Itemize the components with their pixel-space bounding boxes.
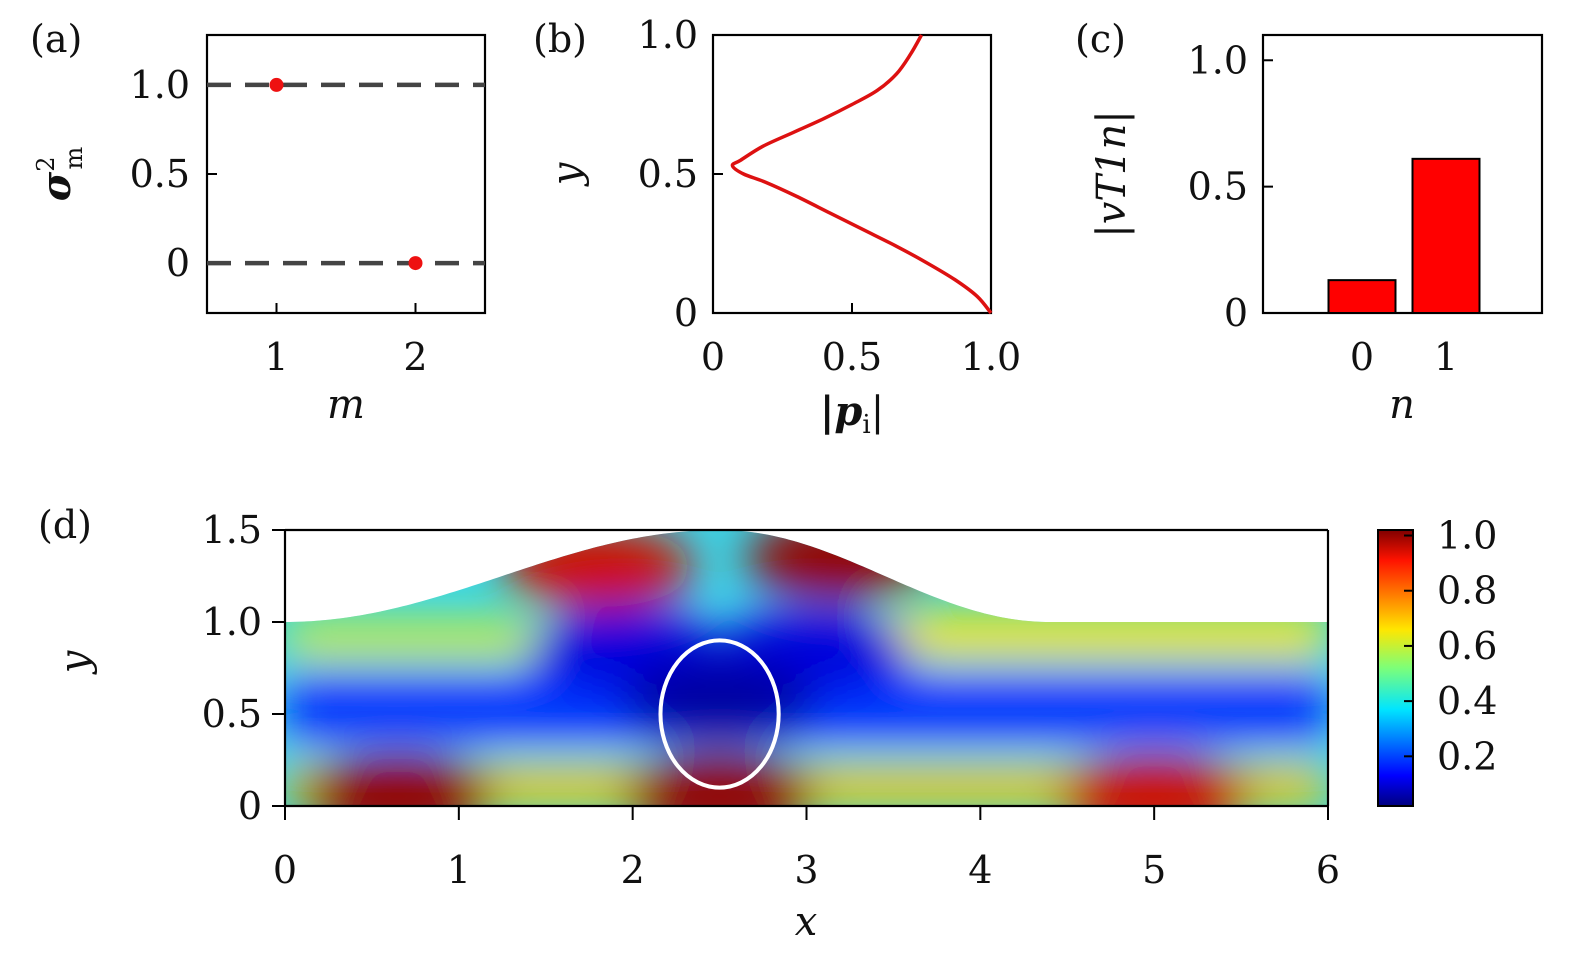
panel-b-marks	[730, 34, 993, 315]
panel-c-ylabel: |vT1n|	[1089, 110, 1135, 237]
colorbar-tick-label: 0.4	[1437, 679, 1497, 723]
panel-d: (d) 0 1 2 3 4 5 6 0 0.5 1.0 1.5 x y 0.2 0.4 0.6 0.8 1.…	[38, 503, 1497, 945]
colorbar-ticks: 0.2 0.4 0.6 0.8 1.0	[1404, 514, 1497, 778]
panel-d-field-hotspot	[623, 756, 816, 806]
panel-d-field-hotspot	[623, 658, 816, 740]
panel-c-ytick-label: 1.0	[1188, 38, 1248, 82]
panel-d-marks	[658, 638, 781, 790]
panel-b-xlabel-close: |	[871, 389, 884, 435]
panel-a-ylabel-symbol: σ	[33, 171, 80, 201]
panel-d-xtick-label: 2	[621, 848, 645, 892]
panel-a-ytick-label: 0	[166, 241, 190, 285]
panel-a: (a) 1 200.51.0 m σ2m	[30, 17, 487, 428]
panel-a-frame	[205, 33, 487, 315]
panel-b-ytick-label: 1.0	[638, 13, 698, 57]
panel-d-field	[285, 530, 1328, 806]
panel-b-xtick-label: 0	[701, 335, 725, 379]
panel-a-xlabel: m	[327, 382, 365, 428]
panel-c-frame	[1261, 33, 1544, 315]
panel-d-ticks: 0 1 2 3 4 5 6 0 0.5 1.0 1.5	[202, 508, 1341, 892]
panel-b: (b) 0 0.5 1.0 0 0.5 1.0 |pi| y	[533, 13, 1021, 440]
panel-c-ytick-label: 0	[1224, 291, 1248, 335]
panel-a-ytick-label: 1.0	[130, 63, 190, 107]
panel-c: (c) 0 0.5 1.0 0 1 n |vT1n|	[1075, 17, 1544, 428]
panel-d-xlabel: x	[795, 899, 818, 945]
panel-d-xtick-label: 4	[968, 848, 992, 892]
panel-a-point	[269, 77, 284, 92]
panel-a-point	[408, 256, 423, 271]
panel-b-ytick-label: 0.5	[638, 152, 698, 196]
panel-c-marks	[1327, 157, 1481, 314]
panel-d-field-hotspot	[502, 530, 694, 608]
panel-b-frame	[711, 33, 993, 315]
colorbar-tick-label: 0.6	[1437, 624, 1497, 668]
panel-c-bar	[1411, 157, 1481, 314]
panel-d-xtick-label: 5	[1142, 848, 1166, 892]
panel-d-field-hotspot	[1058, 756, 1250, 806]
colorbar	[1377, 529, 1414, 807]
panel-d-circle	[658, 638, 781, 790]
panel-b-series-line	[730, 34, 993, 315]
panel-a-ticks: 1 2 0 0.5 1.0	[130, 63, 428, 379]
panel-c-xlabel: n	[1389, 382, 1415, 428]
panel-d-ytick-label: 0.5	[202, 692, 262, 736]
colorbar-tick-label: 0.8	[1437, 569, 1497, 613]
panel-a-marks	[207, 77, 485, 271]
panel-a-ylabel: σ2m	[32, 146, 88, 201]
panel-b-xlabel: |pi|	[820, 388, 884, 440]
panel-d-field-hotspot	[302, 756, 494, 806]
panel-a-xtick-label: 2	[403, 335, 427, 379]
panel-c-xtick-label: 0	[1350, 335, 1374, 379]
panel-a-ylabel-sup: 2	[32, 156, 60, 171]
panel-d-field-blobs	[285, 530, 1328, 806]
panel-b-xlabel-sub: i	[862, 410, 870, 440]
panel-d-xtick-label: 1	[447, 848, 471, 892]
panel-b-ytick-label: 0	[674, 291, 698, 335]
panel-c-label: (c)	[1075, 17, 1126, 61]
panel-d-ylabel: y	[52, 649, 98, 675]
colorbar-tick-label: 1.0	[1437, 514, 1497, 558]
colorbar-tick-label: 0.2	[1437, 734, 1497, 778]
panel-b-label: (b)	[533, 17, 587, 61]
panel-c-ytick-label: 0.5	[1188, 165, 1248, 209]
panel-a-ylabel-sub: m	[60, 146, 88, 169]
panel-a-label: (a)	[30, 17, 82, 61]
panel-a-ytick-label: 0.5	[130, 152, 190, 196]
panel-c-ticks: 0 0.5 1.0 0 1	[1188, 38, 1459, 379]
panel-b-ylabel: y	[544, 161, 590, 187]
panel-d-xtick-label: 3	[794, 848, 818, 892]
panel-d-xtick-label: 0	[273, 848, 297, 892]
panel-b-ticks: 0 0.5 1.0 0 0.5 1.0	[638, 13, 1022, 379]
panel-b-xlabel-main: |p	[820, 388, 863, 435]
panel-d-label: (d)	[38, 503, 92, 547]
panel-d-ytick-label: 1.0	[202, 600, 262, 644]
panel-d-field-band-right	[880, 612, 1328, 659]
panel-c-bar	[1327, 279, 1397, 314]
panel-d-ytick-label: 1.5	[202, 508, 262, 552]
panel-d-xtick-label: 6	[1316, 848, 1340, 892]
panel-b-xtick-label: 0.5	[822, 335, 882, 379]
svg-text:σ2m: σ2m	[32, 146, 88, 201]
panel-c-xtick-label: 1	[1434, 335, 1458, 379]
panel-d-ytick-label: 0	[238, 784, 262, 828]
panel-a-xtick-label: 1	[264, 335, 288, 379]
panel-b-xtick-label: 1.0	[961, 335, 1021, 379]
